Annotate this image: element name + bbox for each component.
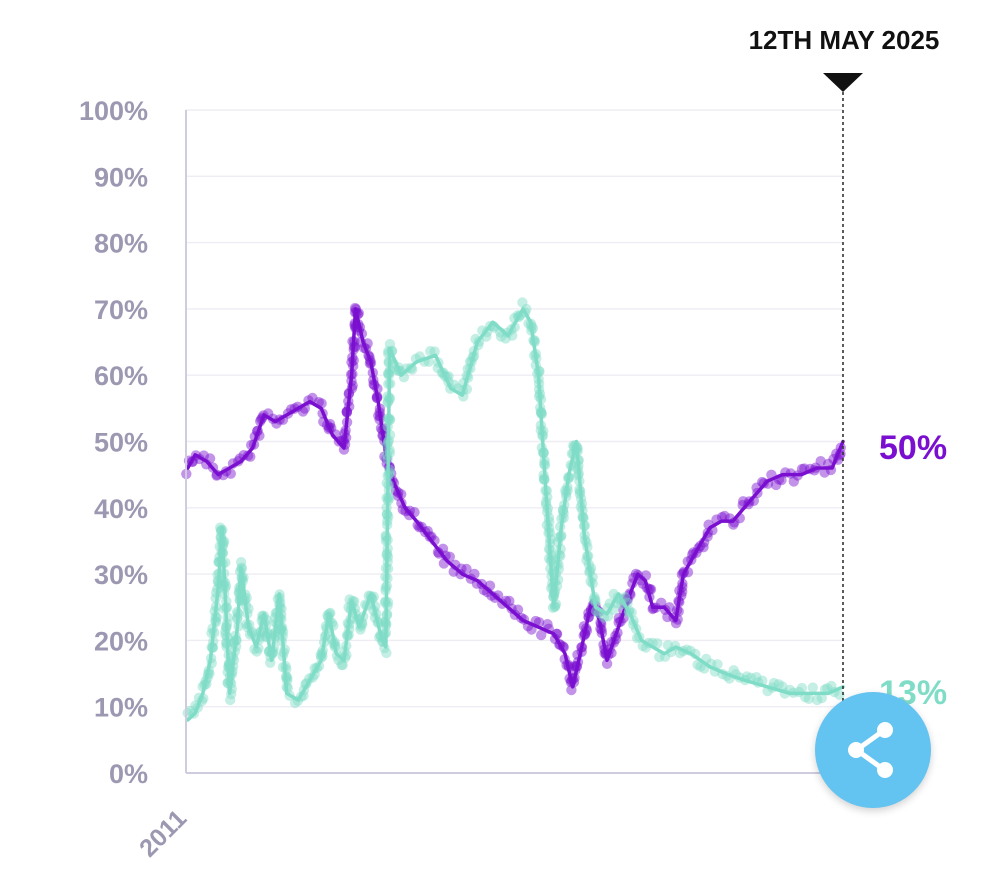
poll-dot	[225, 694, 236, 706]
poll-dot	[461, 563, 472, 575]
poll-dot	[819, 467, 830, 478]
poll-dot	[773, 679, 784, 690]
poll-dot	[692, 659, 703, 670]
poll-dot	[601, 658, 613, 669]
poll-dot	[251, 646, 262, 657]
poll-dot	[662, 640, 674, 651]
share-button[interactable]	[815, 692, 931, 808]
poll-dot	[536, 629, 547, 641]
poll-dot	[652, 638, 663, 649]
y-tick-label: 0%	[109, 759, 148, 789]
poll-dot	[504, 595, 515, 607]
poll-dot	[542, 619, 553, 630]
poll-dot	[834, 689, 845, 700]
y-tick-label: 90%	[94, 162, 148, 192]
poll-dot	[815, 456, 826, 467]
poll-dot	[337, 659, 348, 671]
series-group	[181, 297, 846, 722]
y-tick-label: 100%	[79, 96, 148, 126]
poll-dot	[816, 692, 827, 704]
end-label-purple: 50%	[879, 429, 947, 467]
poll-dot	[656, 597, 667, 608]
share-icon	[848, 722, 893, 778]
poll-dot	[803, 693, 814, 704]
y-tick-label: 40%	[94, 494, 148, 524]
poll-dot	[235, 557, 247, 568]
poll-dot	[788, 476, 799, 487]
y-tick-label: 10%	[94, 693, 148, 723]
date-marker-triangle	[823, 73, 863, 92]
grid-lines	[186, 109, 843, 708]
poll-dot	[770, 479, 782, 491]
series-purple	[181, 302, 846, 696]
poll-dot	[751, 672, 762, 683]
poll-dot	[517, 297, 528, 308]
x-tick-label: 2011	[134, 804, 192, 862]
poll-dot	[336, 659, 347, 670]
poll-dot	[670, 618, 682, 629]
y-axis-ticks: 0% 10% 20% 30% 40% 50% 60% 70% 80% 90% 100%	[79, 96, 148, 789]
series-teal	[182, 297, 845, 722]
poll-dot	[728, 665, 739, 676]
y-tick-label: 80%	[94, 229, 148, 259]
poll-dot	[768, 677, 780, 689]
series-teal-line	[186, 307, 845, 722]
poll-dot	[225, 468, 236, 479]
y-tick-label: 30%	[94, 560, 148, 590]
poll-dot	[384, 339, 396, 350]
poll-dot	[381, 647, 392, 659]
poll-dot	[712, 659, 723, 670]
date-marker-label: 12TH MAY 2025	[749, 25, 940, 55]
y-tick-label: 60%	[94, 361, 148, 391]
poll-dot	[812, 694, 823, 706]
poll-dot	[425, 346, 436, 357]
poll-dot	[719, 510, 730, 522]
poll-dot	[429, 346, 440, 357]
series-purple-line	[186, 307, 845, 689]
poll-dot	[796, 682, 808, 694]
poll-dot	[495, 331, 507, 342]
poll-dot	[807, 682, 818, 693]
y-tick-label: 20%	[94, 626, 148, 656]
y-tick-label: 70%	[94, 295, 148, 325]
poll-dot	[826, 680, 837, 692]
y-tick-label: 50%	[94, 428, 148, 458]
